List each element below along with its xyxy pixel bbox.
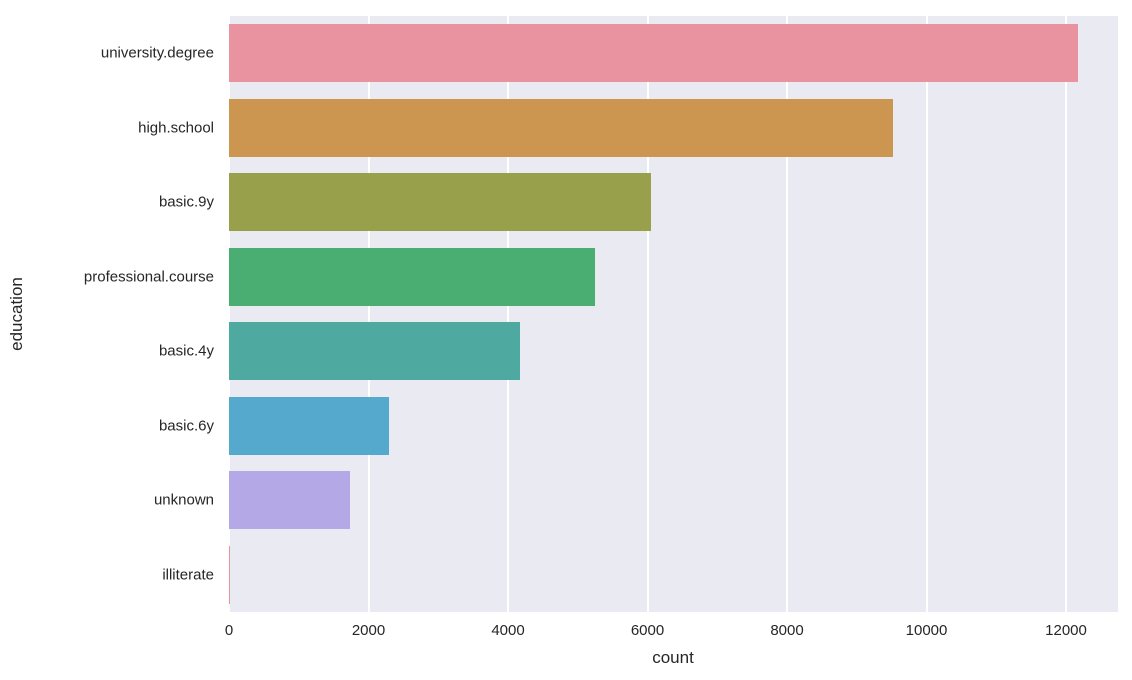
y-tick-label: basic.9y [158,193,214,211]
x-tick-label: 4000 [491,622,525,639]
plot-area [228,16,1118,612]
x-tick-label: 0 [224,622,234,639]
gridline-x-2000 [367,16,370,612]
gridline-x-8000 [786,16,788,612]
y-tick-label: professional.course [83,268,214,286]
bar-basic-6y [229,396,389,455]
gridline-x-10000 [925,16,928,612]
y-tick-label: basic.4y [158,342,214,360]
x-tick-label: 12000 [1045,622,1087,639]
y-tick-label: high.school [138,119,214,137]
x-tick-label: 6000 [630,622,665,639]
bar-university-degree [229,24,1078,83]
gridline-x-0 [228,16,230,612]
bar-basic-4y [229,322,521,381]
x-tick-label: 2000 [351,622,386,639]
x-tick-label: 8000 [770,622,804,639]
bar-illiterate [229,545,231,604]
bar-unknown [229,471,350,530]
y-axis-label: education [7,277,26,351]
y-tick-label: university.degree [100,44,214,62]
y-tick-label: basic.6y [158,417,214,435]
gridline-x-4000 [507,16,509,612]
bar-high-school [229,98,893,157]
y-tick-label: unknown [153,491,214,509]
bar-professional-course [229,247,595,306]
x-tick-label: 10000 [905,622,948,639]
y-tick-label: illiterate [162,566,214,584]
x-axis-label: count [652,648,694,667]
bar-basic-9y [229,173,651,232]
gridline-x-6000 [646,16,649,612]
gridline-x-12000 [1065,16,1067,612]
